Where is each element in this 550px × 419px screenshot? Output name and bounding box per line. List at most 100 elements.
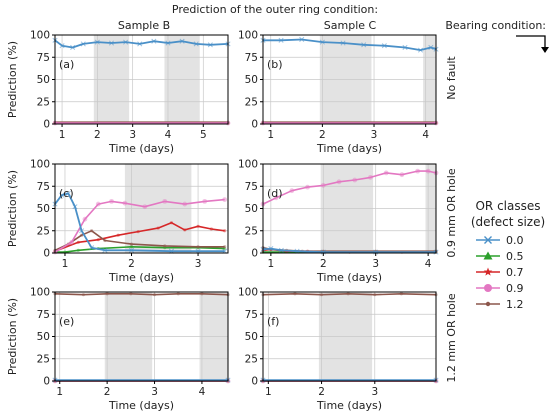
- panel-label: (d): [267, 187, 283, 200]
- y-tick-label: 75: [37, 52, 50, 64]
- y-tick-label: 100: [238, 159, 258, 171]
- data-point: [209, 227, 213, 231]
- y-tick-label: 0: [251, 248, 258, 260]
- data-point: [299, 36, 305, 43]
- data-point: [152, 293, 157, 297]
- data-point: [156, 226, 160, 230]
- data-point: [123, 39, 129, 45]
- x-tick-label: 4: [422, 129, 429, 141]
- x-axis-label: Time (days): [108, 399, 174, 412]
- data-point: [128, 247, 135, 253]
- bearing-condition-arrowhead: [541, 47, 549, 53]
- column-title-sample-b: Sample B: [118, 19, 170, 32]
- panel-label: (b): [267, 58, 283, 71]
- y-axis-label: Prediction (%): [6, 41, 19, 118]
- y-tick-label: 25: [37, 225, 50, 237]
- data-point: [319, 39, 325, 45]
- chart-panel-3: 0 25 50 75 100 1 2 3 Time (days) Prediction (%) (c…: [6, 159, 229, 284]
- legend-marker-x: [484, 236, 492, 244]
- y-tick-label: 0: [251, 119, 258, 131]
- legend-entry-0-0: 0.0: [476, 234, 524, 247]
- legend-marker-circle: [484, 284, 492, 292]
- chart-panel-2: 0 25 50 75 100 1 2 3 4 Time (days) (b): [238, 30, 439, 155]
- x-tick-label: 1: [267, 129, 274, 141]
- y-tick-label: 75: [37, 181, 50, 193]
- data-point: [89, 229, 94, 233]
- legend-marker-star: [483, 267, 493, 276]
- y-tick-label: 75: [37, 309, 50, 321]
- series-line-1-2: [262, 293, 437, 296]
- y-tick-label: 50: [37, 331, 50, 343]
- x-tick-label: 4: [165, 129, 172, 141]
- data-point: [415, 168, 421, 174]
- x-tick-label: 2: [94, 129, 101, 141]
- data-point: [182, 201, 188, 207]
- data-point: [137, 41, 143, 47]
- y-tick-label: 75: [245, 309, 258, 321]
- y-tick-label: 50: [245, 331, 258, 343]
- x-tick-label: 1: [268, 258, 275, 270]
- panel-label: (f): [267, 315, 279, 328]
- x-tick-label: 3: [372, 258, 379, 270]
- data-point: [361, 42, 367, 48]
- legend-entry-1-2: 1.2: [476, 298, 524, 311]
- legend-label: 0.7: [506, 266, 524, 279]
- data-point: [373, 249, 379, 255]
- y-tick-label: 50: [245, 74, 258, 86]
- x-tick-label: 3: [371, 129, 378, 141]
- x-tick-label: 3: [151, 386, 158, 398]
- data-point: [223, 245, 227, 249]
- panel-label: (e): [59, 315, 74, 328]
- data-point: [95, 201, 101, 207]
- y-axis-label: Prediction (%): [6, 170, 19, 247]
- data-point: [76, 248, 80, 252]
- y-tick-label: 100: [30, 30, 50, 42]
- data-point: [183, 228, 187, 232]
- data-point: [80, 41, 86, 47]
- data-point: [102, 247, 108, 253]
- data-point: [129, 245, 134, 249]
- data-point: [305, 184, 310, 190]
- data-point: [136, 230, 140, 234]
- data-point: [169, 221, 174, 225]
- y-tick-label: 0: [43, 248, 50, 260]
- data-point: [223, 246, 227, 251]
- x-axis-label: Time (days): [316, 142, 382, 155]
- x-tick-label: 3: [129, 129, 136, 141]
- data-point: [76, 240, 80, 244]
- data-point: [94, 39, 100, 45]
- x-axis-label: Time (days): [108, 142, 174, 155]
- legend-marker-dot: [485, 301, 491, 307]
- series-line-0-0: [54, 39, 229, 49]
- y-tick-label: 50: [245, 203, 258, 215]
- x-tick-label: 2: [318, 386, 325, 398]
- x-tick-label: 2: [104, 386, 111, 398]
- series-line-1-2: [54, 293, 229, 296]
- data-point: [72, 204, 78, 210]
- data-point: [176, 292, 180, 296]
- data-point: [399, 172, 405, 178]
- legend-entry-0-5: 0.5: [476, 250, 524, 263]
- data-point: [142, 204, 148, 210]
- bearing-condition-arrow: [516, 35, 546, 52]
- data-point: [193, 41, 199, 47]
- data-point: [289, 188, 295, 194]
- data-point: [82, 216, 88, 222]
- column-title-sample-c: Sample C: [324, 19, 377, 32]
- y-tick-label: 75: [245, 181, 258, 193]
- legend-marker-triangle: [483, 251, 493, 260]
- data-point: [202, 198, 208, 204]
- legend-label: 0.9: [506, 282, 524, 295]
- data-point: [340, 40, 346, 46]
- data-point: [368, 174, 373, 180]
- chart-panel-4: 0 25 50 75 100 1 2 3 4 Time (days) (d): [238, 159, 439, 284]
- y-tick-label: 25: [37, 96, 50, 108]
- series-line-0-9: [262, 170, 437, 205]
- data-point: [89, 245, 95, 251]
- data-point: [179, 38, 185, 44]
- x-tick-label: 1: [56, 386, 63, 398]
- x-tick-label: 5: [200, 129, 207, 141]
- data-point: [222, 197, 228, 203]
